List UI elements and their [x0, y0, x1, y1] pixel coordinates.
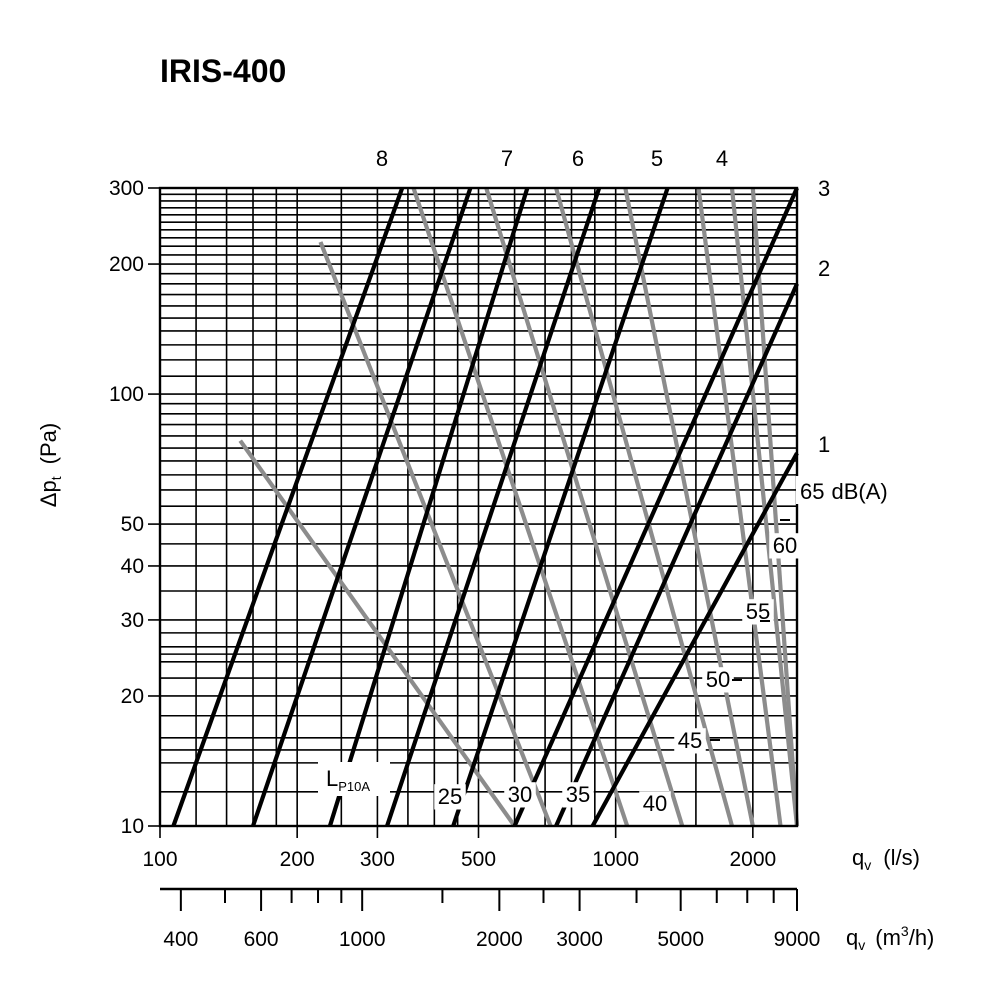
sound-label-65: 65 dB(A) — [800, 479, 888, 504]
sound-line-65 — [750, 187, 800, 827]
sound-label-35: 35 — [566, 782, 590, 807]
position-label-5: 5 — [651, 146, 663, 171]
sound-line-50 — [623, 187, 755, 827]
sound-label-35-bg — [562, 782, 594, 808]
position-label-4: 4 — [716, 146, 728, 171]
sound-level-curves — [238, 187, 800, 828]
sound-label-25: 25 — [438, 784, 462, 809]
position-label-2: 2 — [818, 256, 830, 281]
x2-tick-label: 600 — [244, 928, 279, 951]
y-tick-label: 20 — [121, 685, 144, 708]
position-label-3: 3 — [818, 176, 830, 201]
x2-axis-label: qv (m3/h) — [846, 923, 934, 953]
sound-label-30-bg — [504, 782, 536, 808]
x-tick-label: 300 — [360, 848, 395, 871]
y-tick-label: 300 — [109, 177, 144, 200]
sound-line-30 — [318, 241, 553, 827]
x2-tick-label: 2000 — [476, 928, 523, 951]
sound-line-55 — [696, 187, 783, 827]
y-tick-label: 200 — [109, 253, 144, 276]
y-tick-label: 30 — [121, 609, 144, 632]
x-tick-label: 500 — [461, 848, 496, 871]
damper-position-curves — [171, 187, 799, 828]
y-tick-label: 50 — [121, 513, 144, 536]
position-line-3 — [512, 187, 799, 827]
position-label-6: 6 — [572, 146, 584, 171]
sound-label-65-bg — [796, 476, 906, 504]
x2-tick-label: 5000 — [657, 928, 704, 951]
sound-label-50: 50 — [706, 667, 730, 692]
position-line-8 — [171, 187, 405, 827]
position-line-6 — [327, 187, 530, 827]
sound-label-40-bg — [639, 791, 671, 817]
sound-label-25-bg — [434, 784, 466, 810]
lp10a-label: LP10A — [326, 766, 370, 794]
x2-tick-label: 9000 — [774, 928, 821, 951]
position-line-4 — [451, 187, 670, 827]
sound-line-35 — [411, 187, 630, 827]
y-tick-label: 10 — [121, 815, 144, 838]
position-label-7: 7 — [501, 146, 513, 171]
sound-label-55: 55 — [746, 599, 770, 624]
sound-label-40: 40 — [643, 791, 667, 816]
y-axis-label: Δpt(Pa) — [36, 423, 64, 507]
position-line-1 — [590, 452, 799, 828]
sound-line-45 — [554, 187, 735, 827]
x-axis-label: qv (l/s) — [852, 845, 920, 873]
x2-tick-label: 1000 — [339, 928, 386, 951]
x2-tick-label: 3000 — [556, 928, 603, 951]
chart-title: IRIS-400 — [160, 53, 286, 89]
y-tick-label: 40 — [121, 555, 144, 578]
y-tick-labels: 10 20 30 40 50 100 200 300 — [109, 177, 160, 838]
sound-label-30: 30 — [508, 782, 532, 807]
lp10a-label-bg — [318, 762, 390, 796]
sound-level-labels: 25 30 35 40 45 50 55 60 65 dB(A) — [434, 476, 906, 817]
position-label-1: 1 — [818, 432, 830, 457]
sound-line-25 — [238, 439, 517, 828]
damper-position-labels: 8 7 6 5 4 3 2 1 — [376, 146, 830, 457]
position-line-2 — [554, 282, 799, 827]
x2-axis: 400 600 1000 2000 3000 5000 9000 — [160, 887, 821, 951]
sound-label-50-bg — [702, 667, 734, 693]
sound-label-60: 60 — [773, 533, 797, 558]
x-tick-label: 2000 — [729, 848, 776, 871]
sound-label-60-bg — [769, 533, 801, 559]
x2-tick-label: 400 — [163, 928, 198, 951]
x-tick-label: 1000 — [592, 848, 639, 871]
position-label-8: 8 — [376, 146, 388, 171]
x-tick-label: 200 — [280, 848, 315, 871]
sound-label-45-bg — [674, 728, 706, 754]
x-tick-labels: 100 200 300 500 1000 2000 — [142, 826, 776, 871]
sound-line-60 — [729, 187, 800, 827]
x-tick-label: 100 — [142, 848, 177, 871]
position-line-5 — [385, 187, 602, 827]
y-tick-label: 100 — [109, 383, 144, 406]
position-line-7 — [251, 187, 473, 827]
sound-label-45: 45 — [678, 728, 702, 753]
